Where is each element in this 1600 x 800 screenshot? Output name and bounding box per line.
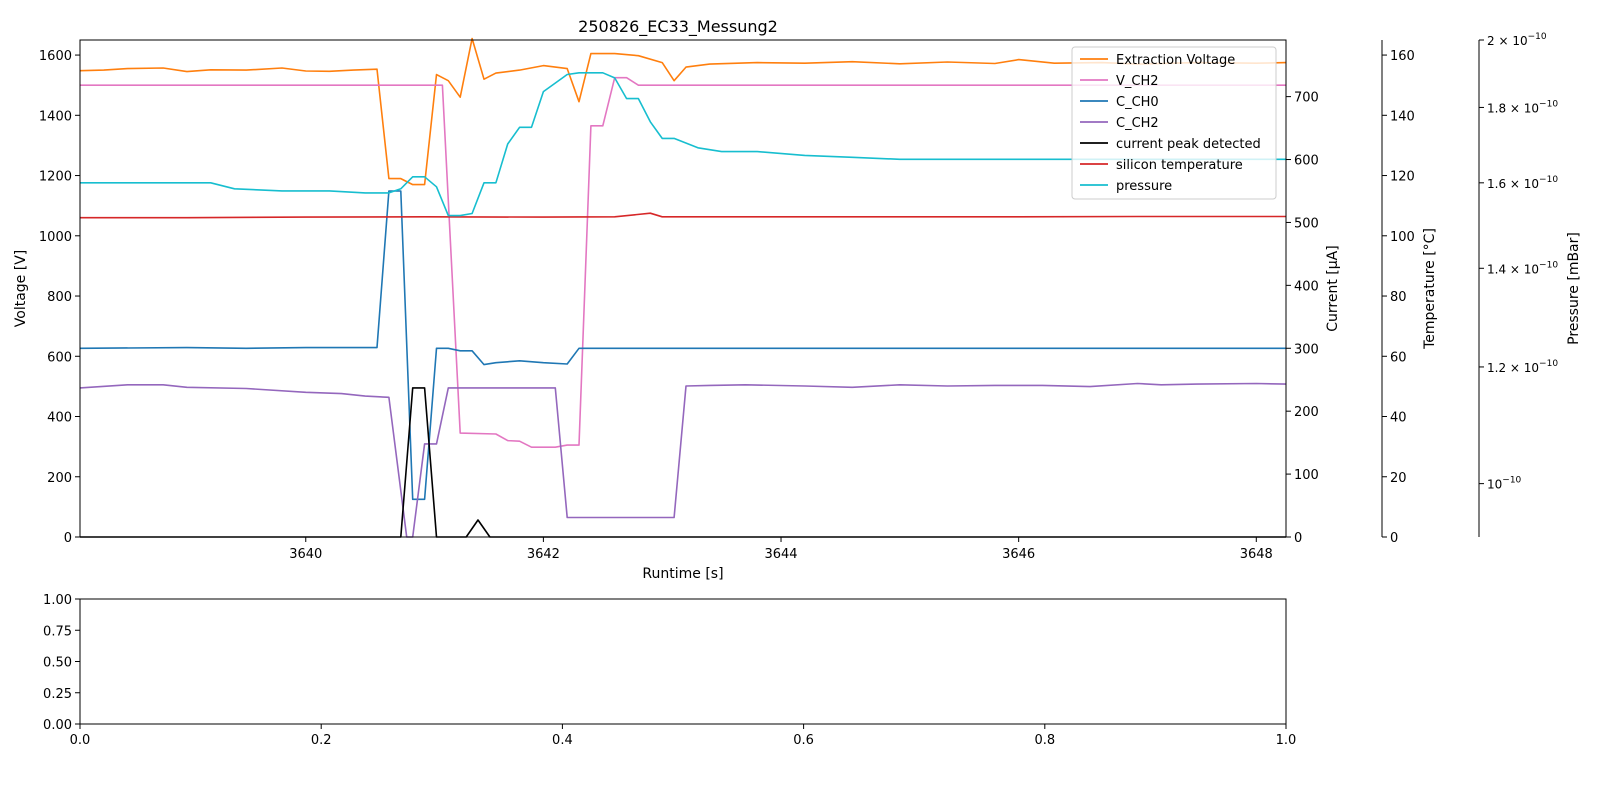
- y-tick-label: 20: [1390, 471, 1407, 486]
- y-tick-label: 0.00: [43, 718, 72, 733]
- x-tick-label: 0.6: [793, 733, 814, 748]
- series-line-0: [79, 37, 1287, 186]
- plot-frame: [79, 39, 1287, 538]
- y-tick-label: 600: [1294, 154, 1319, 169]
- y-tick-label: 10−10: [1487, 476, 1522, 492]
- legend-entry: C_CH2: [1116, 116, 1159, 131]
- y-tick-label: 200: [1294, 405, 1319, 420]
- x-tick-label: 3648: [1240, 547, 1273, 562]
- x-tick-label: 3640: [289, 547, 322, 562]
- y-tick-label: 0.50: [43, 656, 72, 671]
- y-tick-label: 1.2 × 10−10: [1487, 359, 1558, 375]
- series-line-5: [80, 212, 1286, 219]
- legend-entry: C_CH0: [1116, 95, 1159, 110]
- y-tick-label: 0: [64, 531, 72, 546]
- legend-entry: silicon temperature: [1116, 158, 1243, 173]
- x-tick-label: 0.2: [311, 733, 332, 748]
- chart-title: 250826_EC33_Messung2: [578, 17, 778, 37]
- y-tick-label: 400: [1294, 279, 1319, 294]
- subplot-x-axis: 0.0 0.2 0.4 0.6 0.8 1.0: [70, 724, 1297, 748]
- x-tick-label: 3642: [527, 547, 560, 562]
- y-tick-label: 500: [1294, 216, 1319, 231]
- y-tick-label: 160: [1390, 49, 1415, 64]
- y-axis-label: Voltage [V]: [13, 250, 29, 327]
- axis-pressure: 10−10 1.2 × 10−10 1.4 × 10−10 1.6 × 10−10 1.…: [1478, 32, 1582, 537]
- y-tick-label: 140: [1390, 109, 1415, 124]
- y-tick-label: 800: [47, 290, 72, 305]
- y-tick-label: 1400: [39, 109, 72, 124]
- y-tick-label: 600: [47, 350, 72, 365]
- y-axis-label: Current [µA]: [1325, 245, 1341, 331]
- x-tick-label: 1.0: [1276, 733, 1297, 748]
- series-line-3: [79, 382, 1287, 538]
- x-tick-label: 3644: [764, 547, 797, 562]
- y-tick-label: 1.8 × 10−10: [1487, 99, 1558, 115]
- y-tick-label: 0: [1294, 531, 1302, 546]
- legend-box: [1071, 46, 1277, 200]
- y-tick-label: 0.75: [43, 624, 72, 639]
- y-tick-label: 40: [1390, 411, 1407, 426]
- y-tick-label: 700: [1294, 91, 1319, 106]
- x-axis: 3640 3642 3644 3646 3648: [289, 537, 1273, 562]
- y-tick-label: 1200: [39, 170, 72, 185]
- y-tick-label: 100: [1390, 230, 1415, 245]
- y-tick-label: 1000: [39, 230, 72, 245]
- subplot-y-axis: 0.00 0.25 0.50 0.75 1.00: [43, 593, 80, 733]
- y-tick-label: 60: [1390, 350, 1407, 365]
- y-tick-label: 200: [47, 471, 72, 486]
- y-tick-label: 0: [1390, 531, 1398, 546]
- subplot-frame: [79, 598, 1287, 725]
- y-tick-label: 120: [1390, 170, 1415, 185]
- x-tick-label: 0.8: [1034, 733, 1055, 748]
- y-tick-label: 1.4 × 10−10: [1487, 260, 1558, 276]
- y-tick-label: 300: [1294, 342, 1319, 357]
- y-tick-label: 100: [1294, 468, 1319, 483]
- axis-temperature: 0 20 40 60 80 100 120 140 160 Temperature [°C]: [1381, 40, 1438, 546]
- y-tick-label: 1600: [39, 49, 72, 64]
- x-axis-label: Runtime [s]: [642, 566, 723, 582]
- series-line-4: [80, 387, 1286, 538]
- legend-entry: V_CH2: [1116, 74, 1159, 89]
- y-tick-label: 80: [1390, 290, 1407, 305]
- legend-entry: current peak detected: [1116, 137, 1261, 152]
- x-tick-label: 0.0: [70, 733, 91, 748]
- empty-subplot: 0.0 0.2 0.4 0.6 0.8 1.0 0.00 0.25 0.50 0.75 1.00: [43, 593, 1296, 748]
- right-axes: 0 100 200 300 400 500 600 700 Current [µA] 0 20 40 6…: [1286, 32, 1582, 546]
- legend-entry: pressure: [1116, 179, 1172, 194]
- series-line-2: [79, 190, 1286, 501]
- x-tick-label: 0.4: [552, 733, 573, 748]
- legend-entry: Extraction Voltage: [1116, 53, 1235, 68]
- series-line-6: [80, 72, 1286, 217]
- x-tick-label: 3646: [1002, 547, 1035, 562]
- legend: Extraction Voltage V_CH2 C_CH0 C_CH2current…: [1071, 46, 1277, 200]
- y-tick-label: 0.25: [43, 687, 72, 702]
- main-plot: 250826_EC33_Messung2 3640 3642 3644 3646 364…: [13, 17, 1582, 582]
- y-tick-label: 2 × 10−10: [1487, 32, 1547, 48]
- axis-current: 0 100 200 300 400 500 600 700 Current [µA]: [1286, 91, 1341, 546]
- y-axis-label: Temperature [°C]: [1422, 228, 1438, 350]
- y-axis-label: Pressure [mBar]: [1566, 232, 1582, 345]
- y-tick-label: 400: [47, 411, 72, 426]
- voltage-axis: 0 200 400 600 800 1000 1200 1400 1600 Voltage [V]: [13, 49, 80, 546]
- y-tick-label: 1.6 × 10−10: [1487, 175, 1558, 191]
- y-tick-label: 1.00: [43, 593, 72, 608]
